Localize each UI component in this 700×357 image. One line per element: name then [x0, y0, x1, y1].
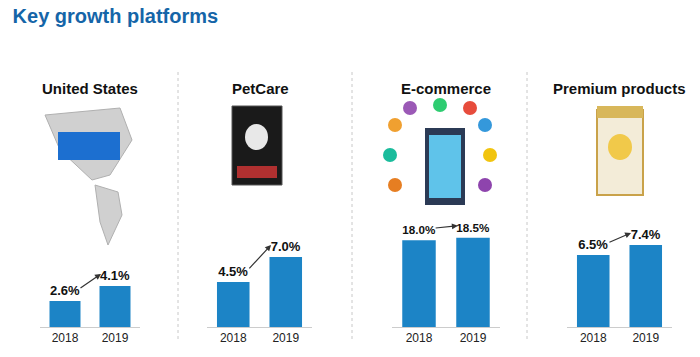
- svg-text:2018: 2018: [580, 331, 607, 345]
- svg-text:6.5%: 6.5%: [578, 237, 608, 252]
- svg-text:7.0%: 7.0%: [271, 239, 301, 254]
- svg-text:2019: 2019: [102, 331, 129, 345]
- svg-text:4.5%: 4.5%: [218, 264, 248, 279]
- svg-text:7.4%: 7.4%: [631, 227, 661, 242]
- svg-text:PetCare: PetCare: [232, 80, 289, 97]
- svg-text:United States: United States: [42, 80, 138, 97]
- svg-text:2019: 2019: [272, 331, 299, 345]
- svg-text:2018: 2018: [52, 331, 79, 345]
- svg-text:2018: 2018: [406, 331, 433, 345]
- svg-text:Premium products: Premium products: [553, 80, 686, 97]
- svg-text:2019: 2019: [460, 331, 487, 345]
- svg-text:2018: 2018: [220, 331, 247, 345]
- svg-text:18.0%: 18.0%: [402, 223, 436, 236]
- svg-text:Key growth platforms: Key growth platforms: [13, 5, 219, 27]
- svg-text:4.1%: 4.1%: [100, 268, 130, 283]
- svg-text:18.5%: 18.5%: [456, 221, 490, 234]
- svg-text:E-commerce: E-commerce: [401, 80, 491, 97]
- svg-text:2.6%: 2.6%: [50, 283, 80, 298]
- svg-text:2019: 2019: [632, 331, 659, 345]
